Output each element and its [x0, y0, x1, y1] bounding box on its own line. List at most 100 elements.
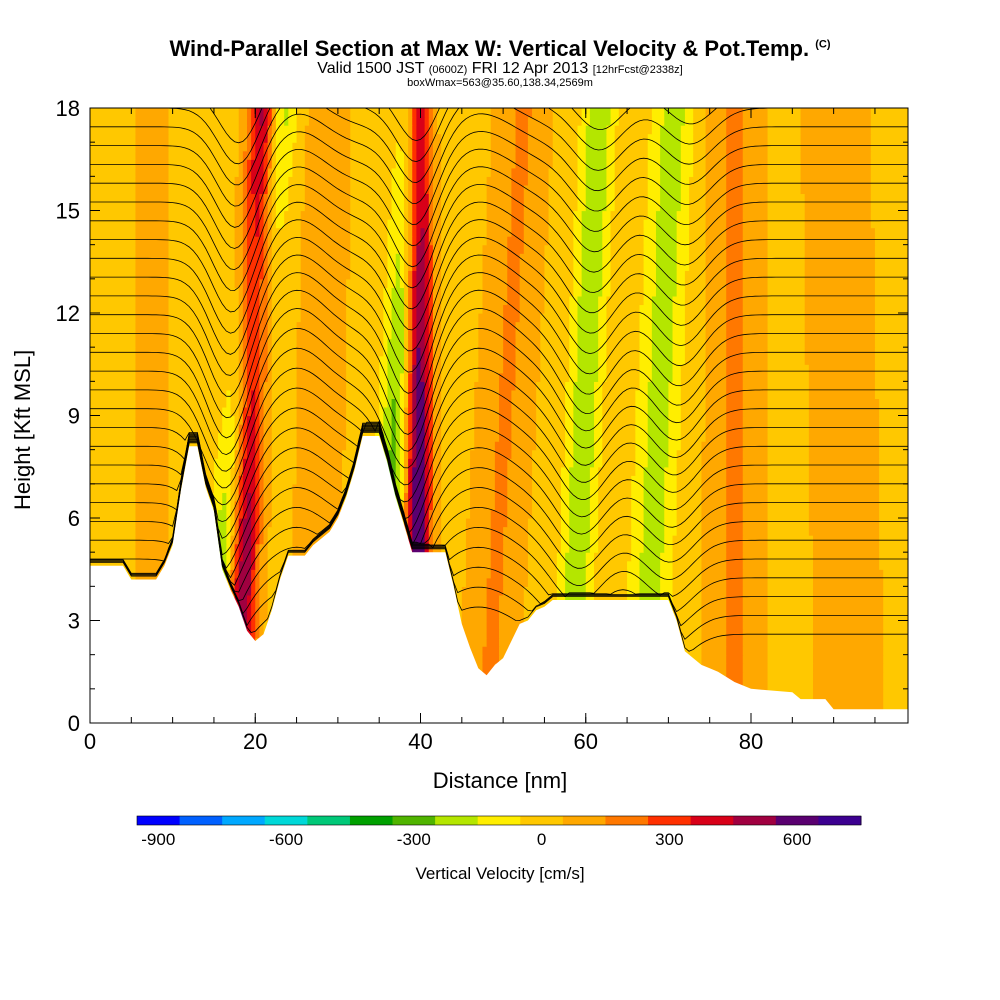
velocity-cell — [90, 552, 137, 562]
velocity-cell — [486, 176, 512, 186]
velocity-cell — [705, 116, 727, 126]
velocity-cell — [271, 116, 277, 126]
velocity-cell — [238, 150, 244, 160]
velocity-cell — [527, 125, 554, 135]
velocity-cell — [251, 526, 256, 536]
velocity-cell — [742, 338, 769, 348]
velocity-cell — [90, 492, 137, 502]
velocity-cell — [767, 586, 814, 596]
velocity-cell — [726, 270, 744, 280]
velocity-cell — [399, 142, 409, 152]
velocity-cell — [594, 432, 603, 442]
velocity-cell — [238, 364, 244, 374]
velocity-cell — [565, 441, 574, 451]
velocity-cell — [883, 663, 908, 673]
velocity-cell — [135, 159, 170, 169]
velocity-cell — [275, 210, 285, 220]
velocity-cell — [424, 184, 430, 195]
velocity-cell — [598, 364, 608, 374]
velocity-cell — [412, 338, 417, 348]
velocity-cell — [643, 526, 665, 536]
velocity-cell — [577, 133, 587, 143]
velocity-cell — [403, 159, 409, 169]
velocity-cell — [536, 441, 566, 451]
velocity-cell — [399, 278, 405, 288]
velocity-cell — [726, 389, 744, 400]
velocity-cell — [668, 389, 682, 400]
velocity-cell — [507, 236, 525, 246]
velocity-cell — [589, 116, 612, 126]
velocity-cell — [742, 159, 769, 169]
velocity-cell — [879, 526, 908, 536]
velocity-cell — [432, 432, 442, 442]
velocity-cell — [482, 261, 508, 271]
velocity-cell — [676, 287, 686, 297]
velocity-cell — [432, 313, 442, 323]
velocity-cell — [288, 176, 306, 186]
velocity-cell — [432, 167, 442, 177]
velocity-cell — [606, 295, 645, 306]
velocity-cell — [602, 415, 636, 425]
velocity-cell — [726, 142, 744, 152]
velocity-cell — [726, 261, 744, 271]
velocity-cell — [767, 236, 806, 246]
velocity-cell — [391, 441, 397, 451]
velocity-cell — [639, 330, 653, 340]
theta-contour-line — [90, 426, 908, 579]
velocity-cell — [647, 432, 669, 442]
velocity-cell — [259, 381, 265, 391]
velocity-cell — [631, 475, 645, 485]
velocity-cell — [428, 483, 434, 493]
theta-contour-line — [90, 272, 908, 397]
velocity-cell — [507, 261, 521, 271]
velocity-cell — [577, 159, 587, 169]
velocity-cell — [428, 236, 434, 246]
velocity-cell — [416, 253, 426, 263]
velocity-cell — [416, 219, 430, 229]
velocity-cell — [90, 509, 137, 519]
velocity-cell — [470, 492, 496, 502]
velocity-cell — [560, 475, 570, 485]
velocity-cell — [594, 424, 603, 434]
velocity-cell — [767, 620, 814, 630]
velocity-cell — [767, 210, 806, 220]
y-tick-label: 3 — [68, 609, 80, 634]
velocity-cell — [672, 330, 686, 340]
velocity-cell — [523, 219, 550, 229]
velocity-cell — [627, 577, 641, 587]
velocity-cell — [647, 159, 661, 169]
velocity-cell — [424, 278, 430, 288]
velocity-cell — [569, 347, 579, 357]
velocity-cell — [246, 193, 256, 203]
velocity-cell — [515, 159, 529, 169]
velocity-cell — [267, 287, 273, 297]
velocity-cell — [135, 355, 170, 365]
velocity-cell — [230, 389, 240, 400]
velocity-cell — [602, 261, 612, 271]
velocity-cell — [267, 244, 273, 254]
velocity-cell — [263, 176, 269, 186]
velocity-cell — [602, 236, 612, 246]
velocity-cell — [490, 509, 508, 519]
velocity-cell — [424, 321, 430, 331]
velocity-cell — [416, 389, 426, 400]
velocity-cell — [804, 201, 872, 212]
velocity-cell — [408, 142, 413, 152]
colorbar-swatch — [562, 816, 606, 825]
velocity-cell — [726, 176, 744, 186]
velocity-cell — [742, 663, 769, 673]
velocity-cell — [548, 167, 579, 177]
velocity-cell — [259, 594, 269, 605]
velocity-cell — [689, 244, 707, 254]
velocity-cell — [874, 321, 908, 331]
velocity-cell — [288, 184, 306, 195]
velocity-cell — [494, 500, 508, 511]
velocity-cell — [499, 620, 525, 630]
velocity-cell — [135, 466, 170, 476]
velocity-cell — [519, 278, 546, 288]
velocity-cell — [300, 313, 347, 323]
velocity-cell — [870, 108, 908, 118]
velocity-cell — [242, 295, 248, 306]
velocity-cell — [234, 586, 240, 596]
velocity-cell — [441, 543, 467, 553]
